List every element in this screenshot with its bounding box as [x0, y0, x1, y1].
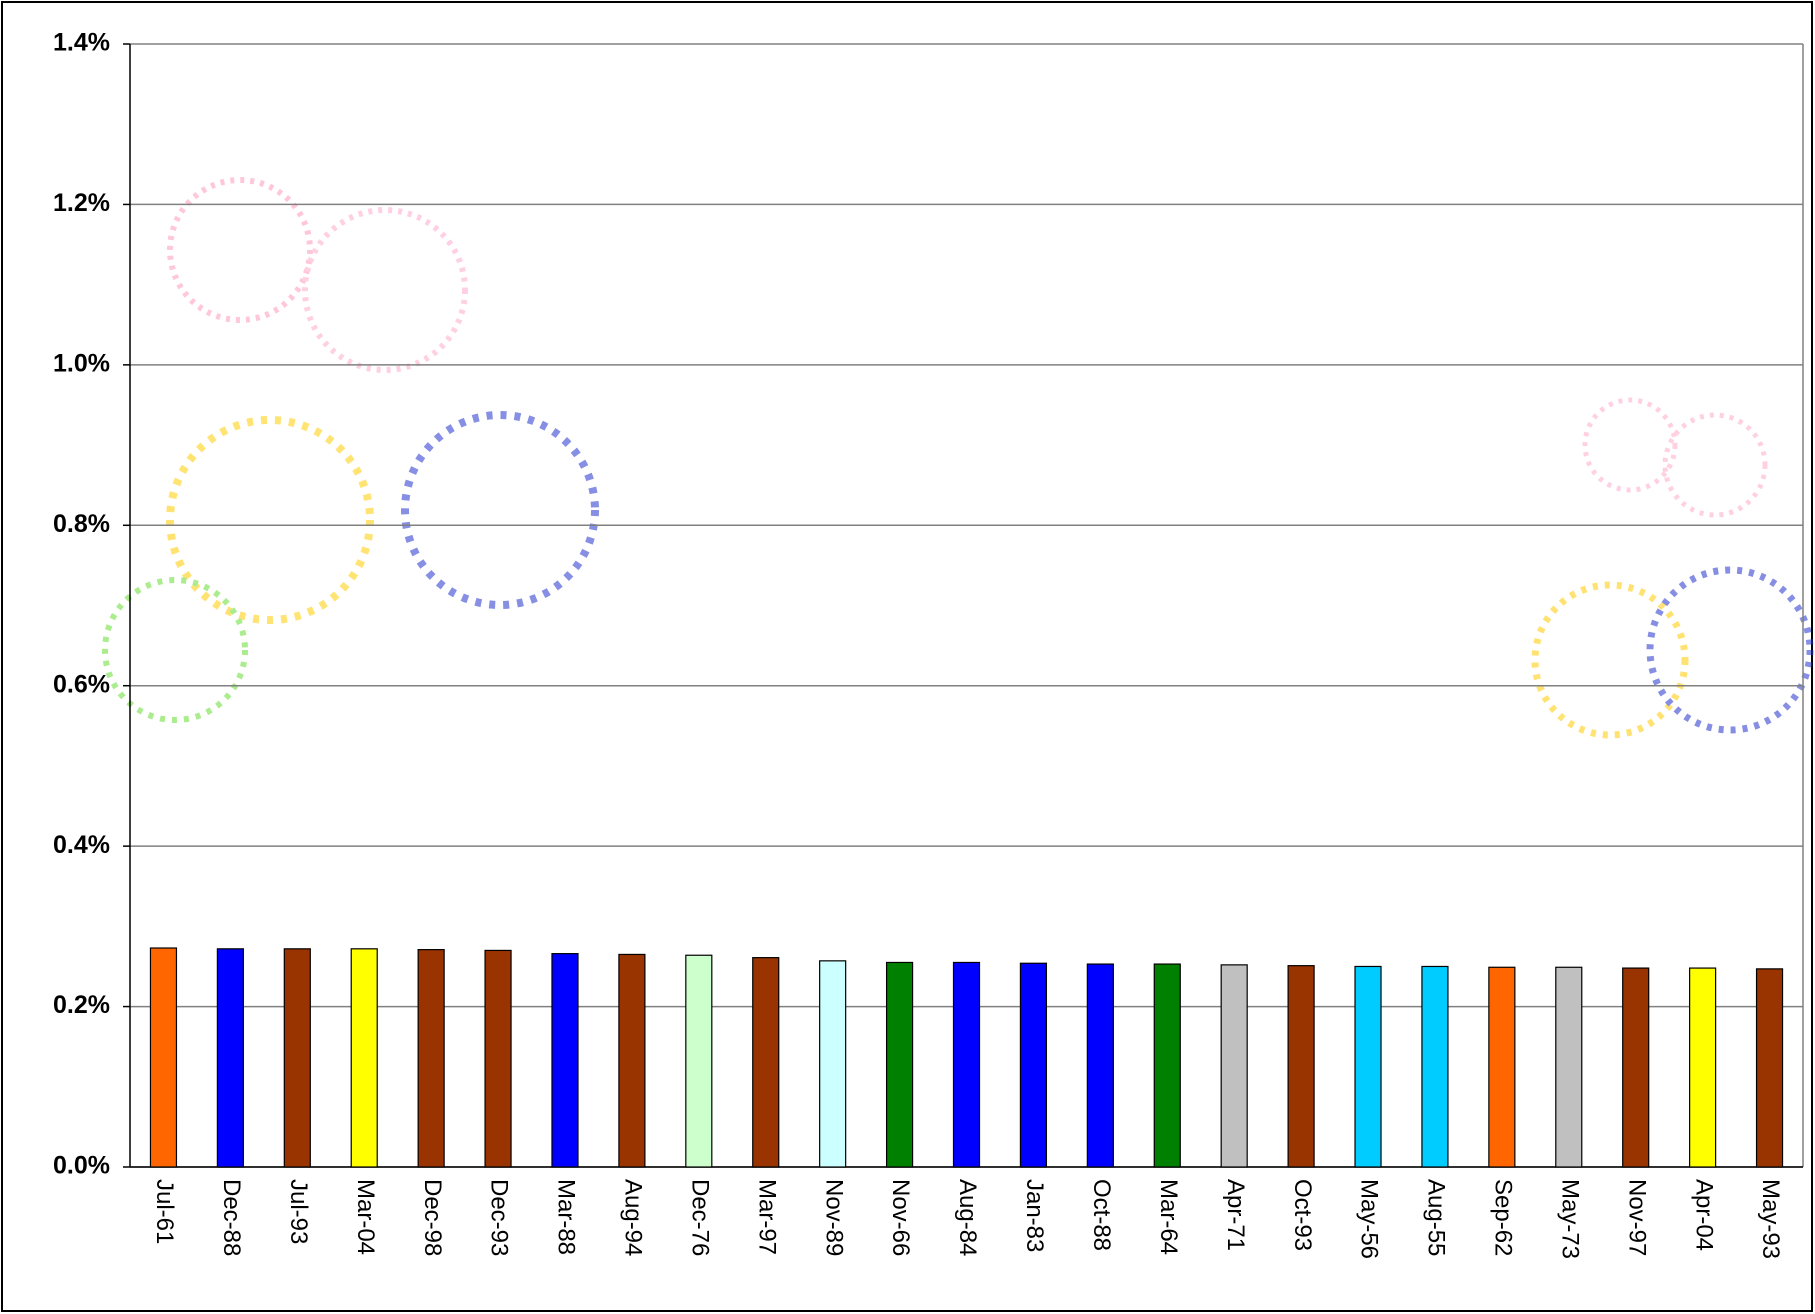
y-tick-label: 1.2% — [53, 189, 110, 217]
bar — [1488, 966, 1516, 1168]
bar — [685, 954, 713, 1168]
y-tick-label: 1.0% — [53, 349, 110, 377]
bar — [417, 949, 445, 1168]
fireworks-right — [1531, 397, 1814, 739]
x-tick-label: Nov-89 — [820, 1179, 847, 1256]
y-tick-label: 0.2% — [53, 991, 110, 1019]
y-tick-label: 0.4% — [53, 831, 110, 859]
bar — [149, 947, 178, 1168]
x-tick-label: Aug-55 — [1423, 1179, 1450, 1256]
x-tick-label: Dec-98 — [419, 1179, 446, 1256]
x-tick-label: Jul-61 — [151, 1179, 178, 1244]
x-tick-label: May-93 — [1757, 1179, 1784, 1259]
x-tick-label: Mar-97 — [753, 1179, 780, 1255]
y-tick-label: 1.4% — [53, 29, 110, 57]
bar — [1555, 966, 1583, 1168]
bar — [216, 948, 244, 1168]
x-tick-label: May-73 — [1556, 1179, 1583, 1259]
bar — [1689, 967, 1717, 1168]
bar — [1354, 965, 1382, 1168]
x-tick-label: Apr-04 — [1690, 1179, 1717, 1251]
x-tick-label: Oct-93 — [1289, 1179, 1316, 1251]
x-tick-label: Aug-84 — [954, 1179, 981, 1256]
x-tick-label: Dec-76 — [686, 1179, 713, 1256]
x-tick-label: Dec-88 — [218, 1179, 245, 1256]
x-tick-label: Oct-88 — [1088, 1179, 1115, 1251]
fireworks-left — [102, 177, 599, 723]
bar — [1421, 965, 1449, 1168]
bar — [484, 949, 512, 1168]
x-tick-label: May-56 — [1356, 1179, 1383, 1259]
x-tick-label: Aug-94 — [620, 1179, 647, 1256]
bar — [1220, 964, 1248, 1168]
x-tick-label: Nov-97 — [1623, 1179, 1650, 1256]
bar — [885, 961, 914, 1168]
x-tick-label: Mar-04 — [352, 1179, 379, 1255]
bar — [819, 960, 847, 1168]
bar — [1755, 968, 1784, 1168]
bar — [350, 948, 378, 1168]
bar — [952, 961, 981, 1168]
x-tick-label: Nov-66 — [887, 1179, 914, 1256]
x-tick-label: Sep-62 — [1490, 1179, 1517, 1256]
bar — [1287, 965, 1315, 1168]
y-tick-label: 0.6% — [53, 670, 110, 698]
bar — [1086, 963, 1114, 1168]
x-tick-label: Dec-93 — [486, 1179, 513, 1256]
bar — [283, 948, 311, 1168]
bar — [752, 957, 780, 1168]
x-tick-label: Mar-88 — [553, 1179, 580, 1255]
x-tick-label: Jan-83 — [1021, 1179, 1048, 1252]
bar — [1622, 967, 1650, 1168]
y-tick-label: 0.8% — [53, 510, 110, 538]
x-tick-label: Mar-64 — [1155, 1179, 1182, 1255]
bar — [1153, 963, 1181, 1168]
bar — [618, 953, 646, 1168]
x-tick-label: Apr-71 — [1222, 1179, 1249, 1251]
x-tick-label: Jul-93 — [285, 1179, 312, 1244]
y-tick-label: 0.0% — [53, 1152, 110, 1180]
bar — [1019, 962, 1048, 1168]
bar — [551, 953, 579, 1168]
